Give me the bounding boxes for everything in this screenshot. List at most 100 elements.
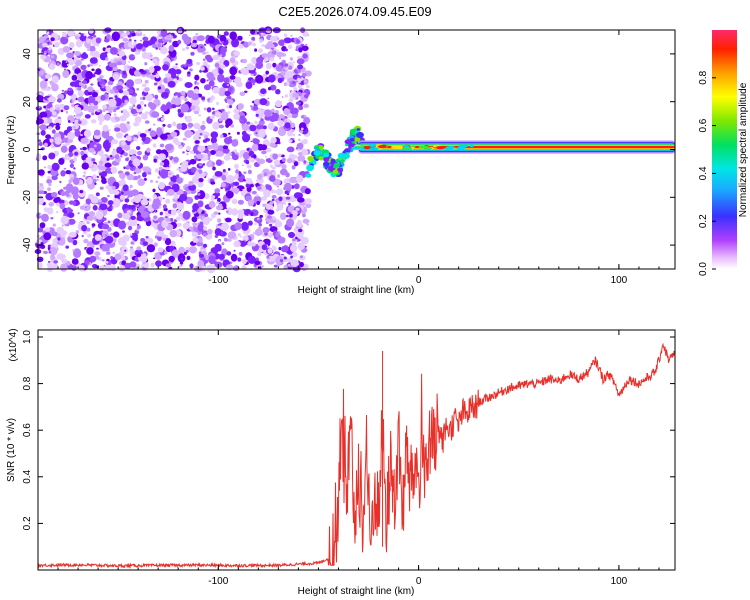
- spectrogram-noise-speck: [227, 111, 231, 114]
- spectrogram-noise-speck: [161, 114, 164, 117]
- spectrogram-noise-speck: [123, 135, 127, 138]
- spectrogram-noise-speck: [297, 68, 301, 73]
- spectrogram-noise-speck: [286, 81, 290, 86]
- spectrogram-noise-speck: [154, 242, 158, 247]
- spectrogram-noise-speck: [247, 169, 252, 175]
- spectrogram-noise-speck: [117, 220, 127, 230]
- spectrogram-noise-speck: [43, 50, 48, 54]
- spectrogram-noise-speck: [182, 137, 187, 141]
- spectrogram-noise-speck: [207, 35, 215, 44]
- spectrogram-noise-speck: [62, 46, 71, 53]
- spectrogram-noise-speck: [237, 35, 243, 41]
- spectrogram-noise-speck: [59, 230, 68, 236]
- spectrogram-noise-speck: [239, 91, 246, 97]
- spectrogram-noise-speck: [71, 74, 78, 81]
- spectrogram-noise-speck: [176, 123, 183, 130]
- spectrogram-trace-speck: [323, 161, 330, 167]
- spectrogram-noise-speck: [78, 264, 85, 272]
- spectrogram-noise-speck: [244, 177, 253, 184]
- spectrogram-noise-speck: [287, 130, 293, 137]
- spectrogram-noise-speck: [49, 63, 56, 70]
- spectrogram-noise-speck: [94, 72, 97, 75]
- spectrogram-noise-speck: [294, 155, 298, 159]
- spectrogram-noise-speck: [304, 188, 311, 195]
- spectrogram-noise-speck: [165, 143, 174, 151]
- spectrogram-noise-speck: [198, 253, 205, 258]
- spectrogram-noise-speck: [155, 260, 162, 267]
- spectrogram-noise-speck: [155, 47, 158, 50]
- spectrogram-noise-speck: [184, 97, 188, 102]
- spectrogram-noise-speck: [237, 209, 245, 215]
- spectrogram-noise-speck: [112, 73, 120, 81]
- colorbar-tick-label: 0.4: [698, 166, 709, 180]
- spectrogram-noise-speck: [194, 140, 200, 144]
- spectrogram-noise-speck: [46, 178, 52, 184]
- spectrogram-noise-speck: [109, 89, 115, 94]
- spectrogram-noise-speck: [120, 155, 123, 158]
- spectrogram-noise-speck: [177, 202, 185, 211]
- spectrogram-noise-speck: [105, 57, 109, 61]
- spectrogram-noise-speck: [44, 227, 51, 232]
- spectrogram-noise-speck: [165, 193, 168, 197]
- spectrogram-noise-speck: [216, 101, 219, 105]
- spectrogram-noise-speck: [206, 64, 210, 69]
- spectrogram-noise-speck: [51, 175, 58, 181]
- spectrogram-noise-speck: [189, 158, 197, 165]
- spectrogram-noise-speck: [186, 255, 191, 261]
- spectrogram-y-ticks: -40 -20 0 20 40: [22, 48, 675, 252]
- spectrogram-noise-speck: [100, 197, 108, 203]
- spectrogram-noise-speck: [148, 128, 151, 132]
- spectrogram-noise-speck: [135, 31, 143, 37]
- spectrogram-noise-speck: [218, 203, 223, 208]
- spectrogram-noise-speck: [284, 122, 291, 129]
- spectrogram-noise-speck: [111, 206, 114, 210]
- spectrogram-noise-speck: [241, 221, 249, 231]
- spectrogram-noise-speck: [123, 144, 131, 151]
- spectrogram-noise-speck: [191, 231, 199, 238]
- spectrogram-noise-speck: [150, 262, 155, 268]
- spectrogram-noise-speck: [219, 54, 223, 57]
- spectrogram-noise-speck: [114, 95, 118, 99]
- spectrogram-noise-speck: [139, 254, 148, 263]
- spectrogram-noise-speck: [159, 143, 165, 148]
- spectrogram-noise-speck: [286, 218, 295, 228]
- spectrogram-noise-speck: [54, 41, 60, 48]
- spectrogram-noise-speck: [103, 38, 110, 43]
- spectrogram-noise-speck: [179, 261, 184, 265]
- spectrogram-noise-speck: [128, 225, 133, 231]
- spectrogram-noise-speck: [184, 82, 193, 88]
- spectrogram-noise-speck: [156, 127, 163, 134]
- spectrogram-noise-speck: [198, 136, 202, 139]
- spectrogram-noise-speck: [65, 245, 69, 249]
- spectrogram-noise-speck: [169, 245, 175, 251]
- spectrogram-noise-speck: [163, 97, 166, 99]
- spectrogram-noise-speck: [233, 113, 240, 120]
- spectrogram-noise-speck: [254, 264, 257, 267]
- spectrogram-noise-speck: [160, 28, 168, 38]
- spectrogram-noise-speck: [43, 250, 48, 255]
- spectrogram-noise-speck: [203, 226, 207, 231]
- spectrogram-noise-speck: [185, 246, 190, 251]
- spectrogram-noise-speck: [288, 231, 295, 239]
- spectrogram-noise-speck: [182, 143, 186, 146]
- spectrogram-trace-speck: [314, 145, 319, 149]
- spectrogram-noise-speck: [87, 86, 94, 92]
- spectrogram-noise-speck: [86, 227, 91, 232]
- spectrogram-noise-speck: [83, 230, 88, 235]
- spectrogram-noise-speck: [81, 225, 88, 232]
- spectrogram-noise-speck: [287, 213, 290, 216]
- spectrogram-noise-speck: [39, 80, 48, 89]
- spectrogram-noise-speck: [55, 196, 61, 203]
- spectrogram-noise-speck: [120, 178, 126, 183]
- spectrogram-noise-speck: [220, 111, 229, 121]
- spectrogram-noise-speck: [85, 70, 93, 80]
- spectrogram-noise-speck: [131, 162, 134, 165]
- spectrogram-noise-speck: [237, 199, 244, 205]
- spectrogram-noise-speck: [208, 200, 216, 209]
- spectrogram-noise-speck: [202, 47, 206, 52]
- spectrogram-noise-speck: [144, 104, 147, 107]
- spectrogram-noise-speck: [122, 184, 129, 192]
- spectrogram-noise-speck: [231, 154, 239, 161]
- spectrogram-xlabel: Height of straight line (km): [298, 285, 415, 296]
- spectrogram-noise-speck: [295, 67, 298, 70]
